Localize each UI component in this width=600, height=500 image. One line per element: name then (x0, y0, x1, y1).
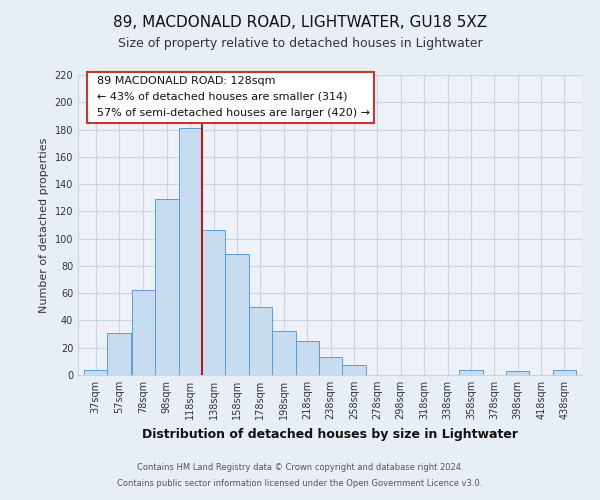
Text: Contains HM Land Registry data © Crown copyright and database right 2024.: Contains HM Land Registry data © Crown c… (137, 464, 463, 472)
Bar (296, 341, 319, 375)
Text: 89 MACDONALD ROAD: 128sqm: 89 MACDONALD ROAD: 128sqm (97, 76, 276, 86)
Bar (226, 254, 249, 375)
Text: ← 43% of detached houses are smaller (314): ← 43% of detached houses are smaller (31… (97, 92, 348, 102)
Bar (459, 370, 482, 375)
Bar (155, 199, 179, 375)
FancyBboxPatch shape (88, 72, 374, 122)
Bar (132, 290, 155, 375)
Bar (179, 128, 202, 375)
Text: 89, MACDONALD ROAD, LIGHTWATER, GU18 5XZ: 89, MACDONALD ROAD, LIGHTWATER, GU18 5XZ (113, 15, 487, 30)
Bar (319, 358, 342, 375)
Bar (342, 366, 365, 375)
Bar (553, 370, 576, 375)
Bar (84, 370, 107, 375)
Bar (272, 332, 296, 375)
Text: Size of property relative to detached houses in Lightwater: Size of property relative to detached ho… (118, 38, 482, 51)
Y-axis label: Number of detached properties: Number of detached properties (39, 138, 49, 312)
Text: Contains public sector information licensed under the Open Government Licence v3: Contains public sector information licen… (118, 478, 482, 488)
Bar (202, 230, 226, 375)
Bar (506, 371, 529, 375)
X-axis label: Distribution of detached houses by size in Lightwater: Distribution of detached houses by size … (142, 428, 518, 440)
Bar (249, 307, 272, 375)
Bar (107, 332, 131, 375)
Text: 57% of semi-detached houses are larger (420) →: 57% of semi-detached houses are larger (… (97, 108, 370, 118)
